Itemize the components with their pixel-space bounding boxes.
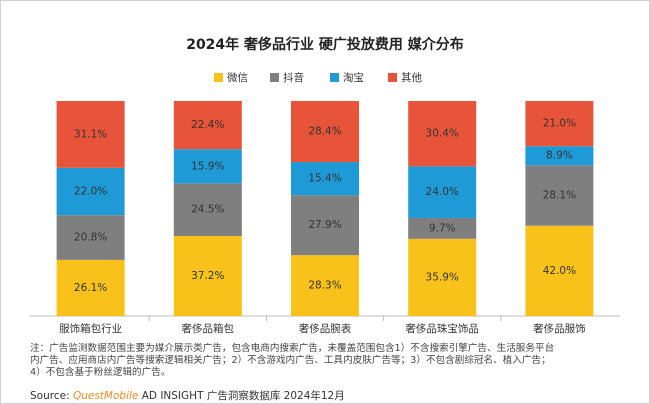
bar-segment [291, 101, 359, 163]
data-label: 27.9% [308, 219, 341, 231]
footnote: 注：广告监测数据范围主要为媒介展示类广告，包含电商内搜索广告，未覆盖范围包含1）… [30, 342, 554, 354]
data-label: 24.0% [426, 186, 459, 198]
x-tick-label: 奢侈品腕表 [299, 322, 352, 335]
bar-segment [408, 217, 477, 239]
footnote: 内广告、应用商店内广告等搜索逻辑相关广告；2）不含游戏内广告、工具内皮肤广告等；… [30, 354, 551, 366]
data-label: 30.4% [426, 128, 459, 140]
data-label: 22.0% [74, 186, 107, 198]
footnote: 4）不包含基于粉丝逻辑的广告。 [30, 366, 170, 378]
bar-segment [173, 149, 242, 184]
data-label: 21.0% [543, 118, 576, 130]
bar-segment [525, 225, 594, 316]
x-tick-label: 服饰箱包行业 [59, 322, 122, 335]
data-label: 26.1% [74, 282, 107, 294]
bar-segment [56, 259, 125, 316]
source-brand: QuestMobile [73, 390, 138, 402]
legend-swatch [388, 73, 397, 82]
bar-segment [173, 183, 242, 237]
legend-swatch [214, 73, 223, 82]
data-label: 22.4% [191, 119, 224, 131]
data-label: 28.3% [308, 280, 341, 292]
legend-label: 抖音 [283, 71, 304, 84]
source-text: AD INSIGHT 广告洞察数据库 2024年12月 [138, 389, 344, 402]
bar-segment [525, 165, 594, 226]
source-label: Source: [30, 390, 73, 402]
x-tick-label: 奢侈品珠宝饰品 [405, 322, 479, 335]
bar-segment [56, 101, 125, 168]
bar-segment [408, 101, 477, 167]
data-label: 28.4% [308, 126, 341, 138]
bar-segment [291, 195, 359, 256]
bar-segment [291, 162, 359, 196]
data-label: 8.9% [546, 150, 573, 162]
bar-segment [408, 166, 477, 218]
bar-segment [56, 215, 125, 260]
legend-swatch [330, 73, 339, 82]
x-tick-label: 奢侈品服饰 [533, 322, 586, 335]
data-label: 15.4% [308, 173, 341, 185]
data-label: 42.0% [543, 265, 576, 277]
data-label: 37.2% [191, 270, 224, 282]
bar-segment [525, 146, 594, 166]
bar-segment [291, 255, 359, 316]
data-label: 31.1% [74, 128, 107, 140]
data-label: 20.8% [74, 232, 107, 244]
bar-segment [56, 167, 125, 216]
legend-label: 其他 [401, 71, 422, 84]
data-label: 15.9% [191, 160, 224, 172]
chart-title: 2024年 奢侈品行业 硬广投放费用 媒介分布 [186, 36, 464, 53]
legend-label: 淘宝 [343, 71, 364, 84]
data-label: 28.1% [543, 189, 576, 201]
data-label: 9.7% [429, 222, 456, 234]
source: Source: QuestMobile AD INSIGHT 广告洞察数据库 2… [30, 389, 345, 402]
bar-segment [525, 101, 594, 147]
legend-swatch [270, 73, 279, 82]
x-tick-label: 奢侈品箱包 [182, 322, 235, 335]
bar-segment [173, 101, 242, 150]
data-label: 24.5% [191, 204, 224, 216]
bar-segment [408, 238, 477, 316]
data-label: 35.9% [426, 271, 459, 283]
legend-label: 微信 [227, 71, 248, 84]
bar-segment [173, 236, 242, 316]
